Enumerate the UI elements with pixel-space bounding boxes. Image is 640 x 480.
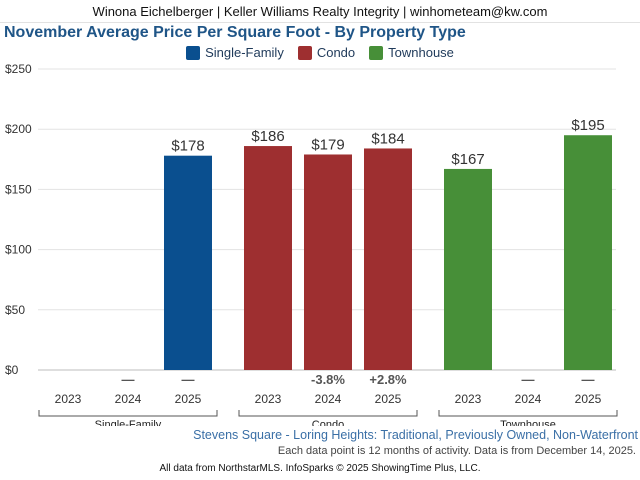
legend-item-single-family[interactable]: Single-Family [186,45,284,60]
bar [364,148,412,370]
y-tick-label: $100 [5,243,32,257]
legend-swatch-single-family [186,45,201,60]
change-label: — [182,372,195,387]
x-tick-label: 2024 [515,392,542,406]
change-label: -3.8% [311,372,345,387]
group-bracket [38,410,218,417]
group-bracket [238,410,418,417]
x-tick-label: 2024 [115,392,142,406]
y-tick-label: $200 [5,122,32,136]
legend-label-townhouse: Townhouse [388,45,454,60]
x-tick-label: 2023 [55,392,82,406]
legend-swatch-condo [297,45,312,60]
chart-subtitle: Stevens Square - Loring Heights: Traditi… [193,428,638,442]
data-label: $186 [251,128,284,145]
data-label: $179 [311,136,344,153]
chart-title: November Average Price Per Square Foot -… [4,24,466,41]
legend-label-condo: Condo [316,45,356,60]
y-tick-label: $0 [5,363,19,377]
change-label: — [582,372,595,387]
header-bar: Winona Eichelberger | Keller Williams Re… [0,0,640,23]
data-label: $184 [371,130,404,147]
change-label: +2.8% [369,372,407,387]
x-tick-label: 2023 [255,392,282,406]
footer-credit: All data from NorthstarMLS. InfoSparks ©… [159,463,481,474]
data-label: $195 [571,117,604,134]
x-tick-label: 2025 [575,392,602,406]
group-bracket [438,410,618,417]
y-tick-label: $150 [5,182,32,196]
legend-item-condo[interactable]: Condo [297,45,356,60]
change-label: — [522,372,535,387]
bar [164,155,212,370]
bar [244,146,292,370]
group-label: Single-Family [95,419,162,426]
x-tick-label: 2023 [455,392,482,406]
header-text: Winona Eichelberger | Keller Williams Re… [92,3,548,19]
bar-chart: $0 $50 $100 $150 $200 $250 2023 — 2024 $178 — 2025 S… [5,62,618,426]
legend-item-townhouse[interactable]: Townhouse [369,45,454,60]
y-tick-label: $50 [5,303,25,317]
data-label: $178 [171,138,204,155]
x-tick-label: 2024 [315,392,342,406]
x-tick-label: 2025 [375,392,402,406]
group-label: Condo [312,419,344,426]
legend-label-single-family: Single-Family [205,45,284,60]
legend: Single-Family Condo Townhouse [0,45,640,60]
data-note: Each data point is 12 months of activity… [277,445,636,457]
bar [444,168,492,370]
legend-swatch-townhouse [369,45,384,60]
x-tick-label: 2025 [175,392,202,406]
group-label: Townhouse [500,419,556,426]
y-tick-label: $250 [5,62,32,76]
bar [564,135,612,370]
change-label: — [122,372,135,387]
data-label: $167 [451,151,484,168]
bar [304,154,352,370]
